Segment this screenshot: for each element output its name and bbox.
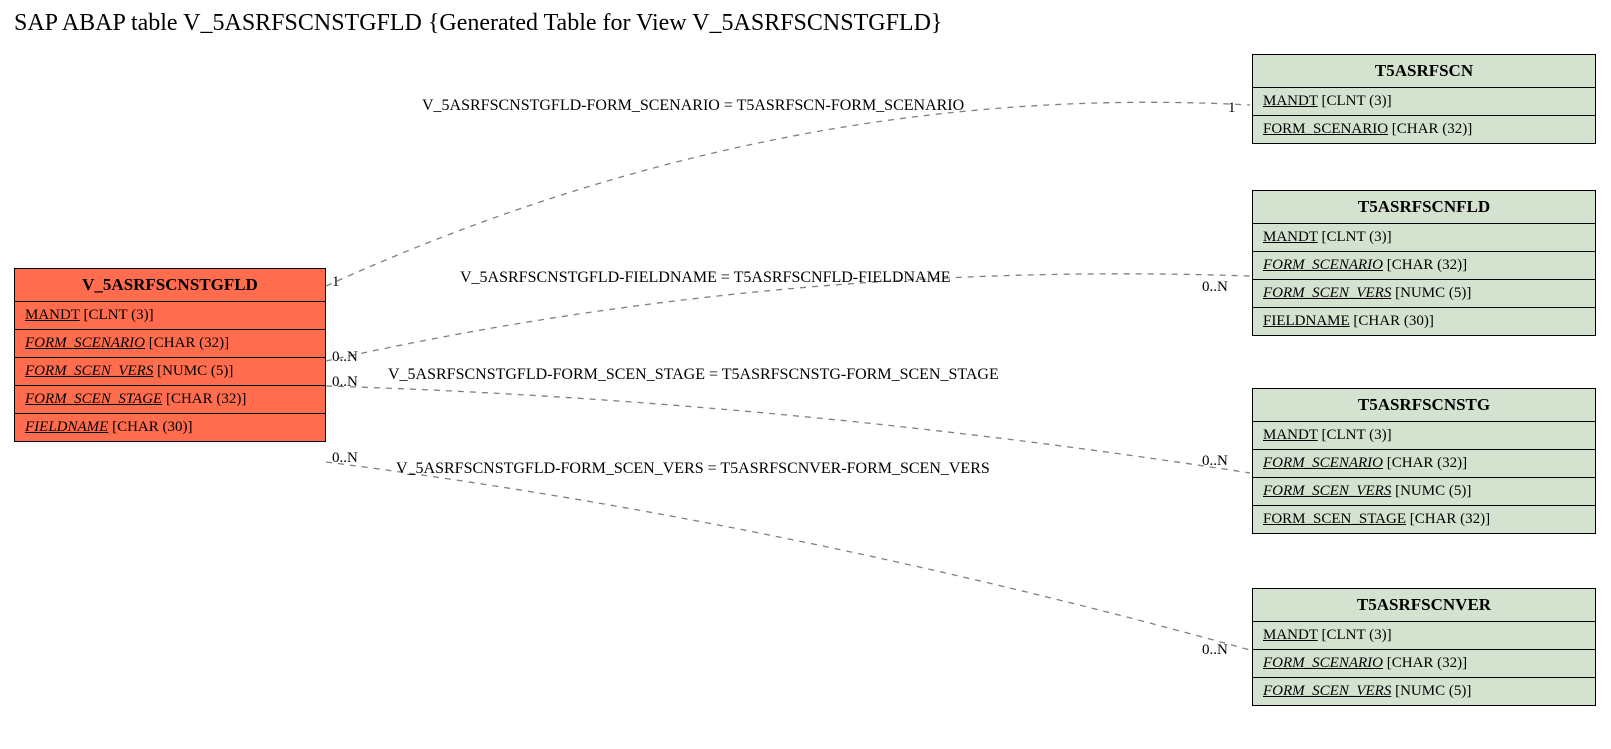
entity-field: FORM_SCENARIO [CHAR (32)] — [1253, 450, 1595, 478]
cardinality-left: 0..N — [332, 374, 358, 391]
entity-field: FORM_SCENARIO [CHAR (32)] — [15, 330, 325, 358]
page-title: SAP ABAP table V_5ASRFSCNSTGFLD {Generat… — [14, 10, 942, 37]
cardinality-left: 1 — [332, 274, 340, 291]
entity-T5ASRFSCN: T5ASRFSCNMANDT [CLNT (3)]FORM_SCENARIO [… — [1252, 54, 1596, 144]
cardinality-right: 0..N — [1202, 279, 1228, 296]
entity-field: FORM_SCEN_VERS [NUMC (5)] — [15, 358, 325, 386]
entity-field: FORM_SCENARIO [CHAR (32)] — [1253, 650, 1595, 678]
entity-field: MANDT [CLNT (3)] — [1253, 224, 1595, 252]
entity-field: FORM_SCENARIO [CHAR (32)] — [1253, 116, 1595, 143]
entity-header: V_5ASRFSCNSTGFLD — [15, 269, 325, 302]
entity-field: MANDT [CLNT (3)] — [1253, 88, 1595, 116]
entity-field: FORM_SCEN_VERS [NUMC (5)] — [1253, 478, 1595, 506]
entity-T5ASRFSCNFLD: T5ASRFSCNFLDMANDT [CLNT (3)]FORM_SCENARI… — [1252, 190, 1596, 336]
entity-field: FIELDNAME [CHAR (30)] — [1253, 308, 1595, 335]
entity-field: FORM_SCEN_STAGE [CHAR (32)] — [1253, 506, 1595, 533]
entity-field: FORM_SCEN_VERS [NUMC (5)] — [1253, 280, 1595, 308]
entity-header: T5ASRFSCNVER — [1253, 589, 1595, 622]
relationship-label: V_5ASRFSCNSTGFLD-FORM_SCEN_VERS = T5ASRF… — [396, 460, 990, 478]
cardinality-left: 0..N — [332, 349, 358, 366]
entity-header: T5ASRFSCNSTG — [1253, 389, 1595, 422]
entity-header: T5ASRFSCNFLD — [1253, 191, 1595, 224]
relationship-label: V_5ASRFSCNSTGFLD-FIELDNAME = T5ASRFSCNFL… — [460, 269, 951, 287]
relationship-label: V_5ASRFSCNSTGFLD-FORM_SCENARIO = T5ASRFS… — [422, 97, 964, 115]
entity-field: MANDT [CLNT (3)] — [15, 302, 325, 330]
cardinality-right: 1 — [1228, 100, 1236, 117]
cardinality-right: 0..N — [1202, 642, 1228, 659]
cardinality-right: 0..N — [1202, 453, 1228, 470]
entity-field: FIELDNAME [CHAR (30)] — [15, 414, 325, 441]
entity-header: T5ASRFSCN — [1253, 55, 1595, 88]
entity-V_5ASRFSCNSTGFLD: V_5ASRFSCNSTGFLDMANDT [CLNT (3)]FORM_SCE… — [14, 268, 326, 442]
entity-field: FORM_SCENARIO [CHAR (32)] — [1253, 252, 1595, 280]
entity-field: FORM_SCEN_STAGE [CHAR (32)] — [15, 386, 325, 414]
entity-T5ASRFSCNVER: T5ASRFSCNVERMANDT [CLNT (3)]FORM_SCENARI… — [1252, 588, 1596, 706]
cardinality-left: 0..N — [332, 450, 358, 467]
entity-field: MANDT [CLNT (3)] — [1253, 422, 1595, 450]
relationship-label: V_5ASRFSCNSTGFLD-FORM_SCEN_STAGE = T5ASR… — [388, 366, 999, 384]
entity-field: FORM_SCEN_VERS [NUMC (5)] — [1253, 678, 1595, 705]
entity-field: MANDT [CLNT (3)] — [1253, 622, 1595, 650]
entity-T5ASRFSCNSTG: T5ASRFSCNSTGMANDT [CLNT (3)]FORM_SCENARI… — [1252, 388, 1596, 534]
